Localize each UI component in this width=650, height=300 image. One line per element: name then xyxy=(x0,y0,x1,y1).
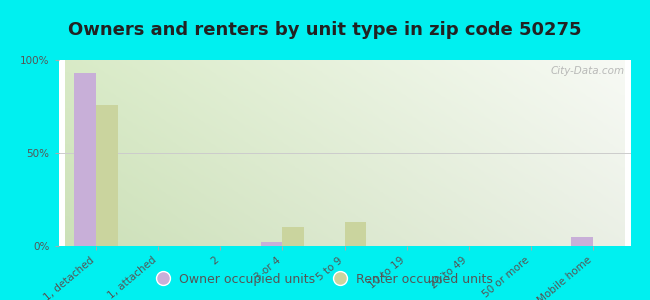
Text: City-Data.com: City-Data.com xyxy=(551,66,625,76)
Legend: Owner occupied units, Renter occupied units: Owner occupied units, Renter occupied un… xyxy=(151,268,499,291)
Bar xyxy=(344,222,366,246)
Bar xyxy=(261,242,282,246)
Bar xyxy=(74,73,96,246)
Bar xyxy=(571,237,593,246)
Bar xyxy=(282,227,304,246)
Bar xyxy=(96,105,118,246)
Text: Owners and renters by unit type in zip code 50275: Owners and renters by unit type in zip c… xyxy=(68,21,582,39)
